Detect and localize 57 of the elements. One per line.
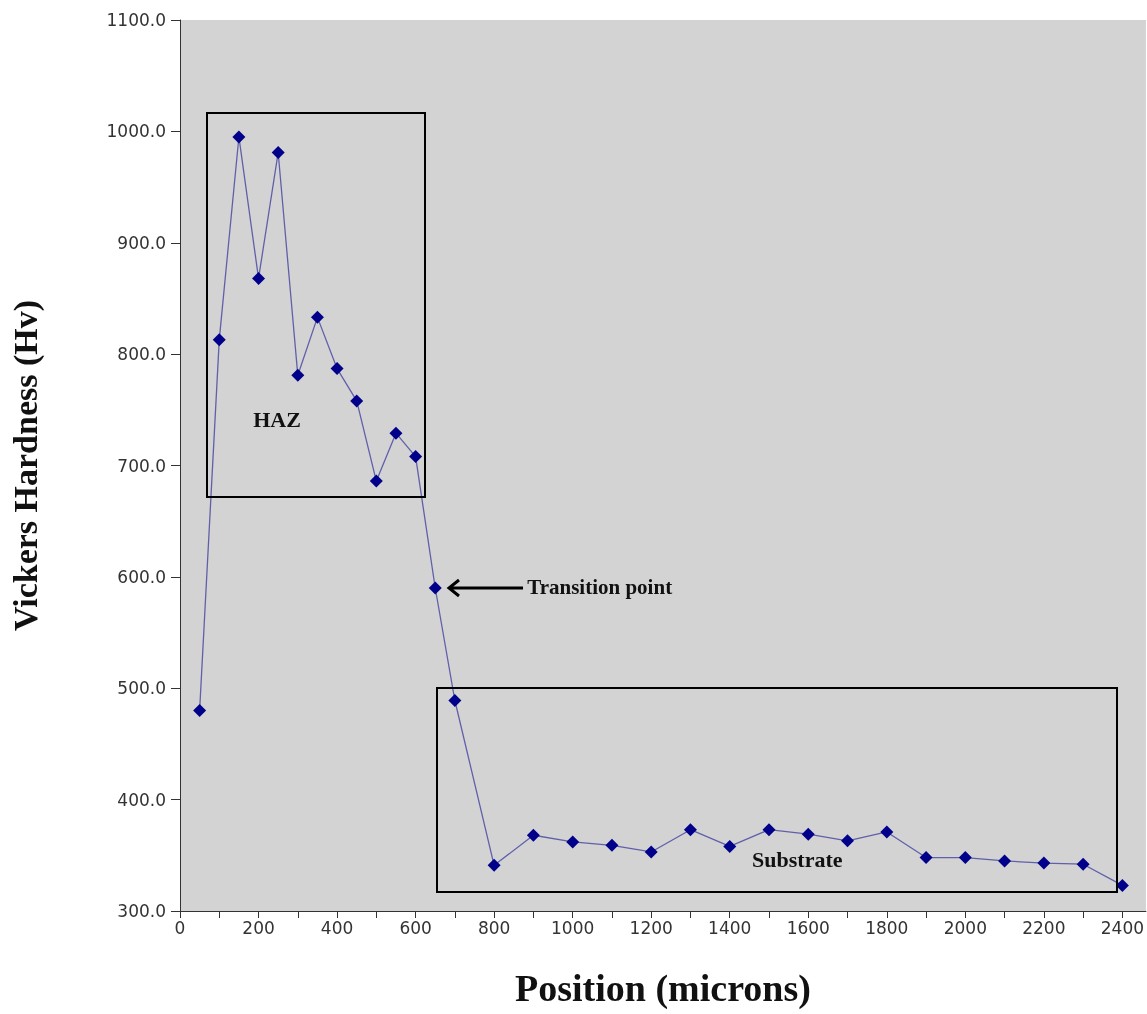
- x-tick-label: 1200: [629, 917, 673, 938]
- point: [1037, 856, 1051, 870]
- y-tick-label: 1000.0: [106, 121, 166, 142]
- point: [762, 823, 776, 837]
- x-tick-label: 2400: [1100, 917, 1145, 938]
- point: [998, 854, 1012, 868]
- x-tick-label: 2200: [1022, 917, 1066, 938]
- x-tick-label: 1800: [865, 917, 909, 938]
- x-tick-label: 2000: [943, 917, 987, 938]
- y-tick-label: 900.0: [117, 232, 166, 253]
- point: [389, 426, 403, 440]
- x-tick-label: 200: [242, 917, 275, 938]
- y-axis-title: Vickers Hardness (Hv): [6, 299, 45, 632]
- point: [212, 333, 226, 347]
- x-tick-label: 1600: [786, 917, 830, 938]
- x-tick-label: 600: [399, 917, 432, 938]
- x-tick-label: 1000: [551, 917, 595, 938]
- point: [723, 839, 737, 853]
- point: [683, 823, 697, 837]
- x-tick-label: 1400: [708, 917, 752, 938]
- point: [271, 146, 285, 160]
- point: [487, 858, 501, 872]
- y-tick-label: 800.0: [117, 344, 166, 365]
- point: [409, 450, 423, 464]
- point: [605, 838, 619, 852]
- x-axis-title: Position (microns): [515, 967, 811, 1010]
- point: [919, 851, 933, 865]
- point: [448, 694, 462, 707]
- x-tick-label: 800: [477, 917, 511, 938]
- point: [841, 834, 855, 848]
- point: [291, 368, 305, 382]
- point: [566, 835, 580, 849]
- y-tick-label: 500.0: [117, 678, 166, 699]
- y-tick-label: 1100.0: [106, 10, 166, 30]
- point: [310, 310, 324, 324]
- x-tick-label: 0: [174, 917, 186, 938]
- point: [801, 827, 815, 841]
- point: [350, 394, 364, 408]
- annotation: Transition point: [527, 574, 673, 599]
- point: [193, 704, 207, 718]
- point: [428, 581, 442, 595]
- y-tick-label: 600.0: [117, 566, 166, 587]
- point: [330, 362, 344, 376]
- point: [1076, 857, 1090, 871]
- annotation: HAZ: [253, 407, 301, 433]
- point: [232, 130, 246, 144]
- point: [369, 474, 383, 488]
- point: [880, 825, 894, 839]
- point: [252, 271, 266, 285]
- y-tick-label: 400.0: [117, 789, 166, 810]
- point: [958, 851, 972, 865]
- y-tick-label: 700.0: [117, 455, 166, 476]
- y-tick-label: 300.0: [117, 901, 166, 921]
- annotation: Substrate: [752, 847, 843, 873]
- x-tick-label: 400: [320, 917, 354, 938]
- point: [644, 845, 658, 859]
- point: [526, 828, 540, 842]
